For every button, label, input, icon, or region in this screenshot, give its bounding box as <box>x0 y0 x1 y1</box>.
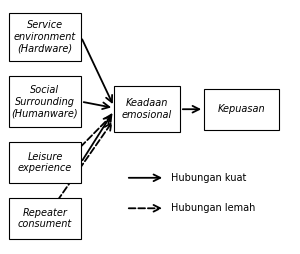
Text: Hubungan kuat: Hubungan kuat <box>171 173 246 183</box>
Text: Keadaan
emosional: Keadaan emosional <box>122 98 172 120</box>
FancyBboxPatch shape <box>9 198 81 239</box>
Text: Repeater
consument: Repeater consument <box>18 208 72 229</box>
Text: Service
environment
(Hardware): Service environment (Hardware) <box>14 20 76 53</box>
FancyBboxPatch shape <box>9 13 81 61</box>
Text: Leisure
experience: Leisure experience <box>18 152 72 173</box>
FancyBboxPatch shape <box>204 89 279 130</box>
FancyBboxPatch shape <box>9 76 81 127</box>
Text: Hubungan lemah: Hubungan lemah <box>171 203 255 213</box>
FancyBboxPatch shape <box>9 142 81 183</box>
Text: Kepuasan: Kepuasan <box>218 104 265 114</box>
FancyBboxPatch shape <box>114 86 180 132</box>
Text: Social
Surrounding
(Humanware): Social Surrounding (Humanware) <box>12 85 78 118</box>
